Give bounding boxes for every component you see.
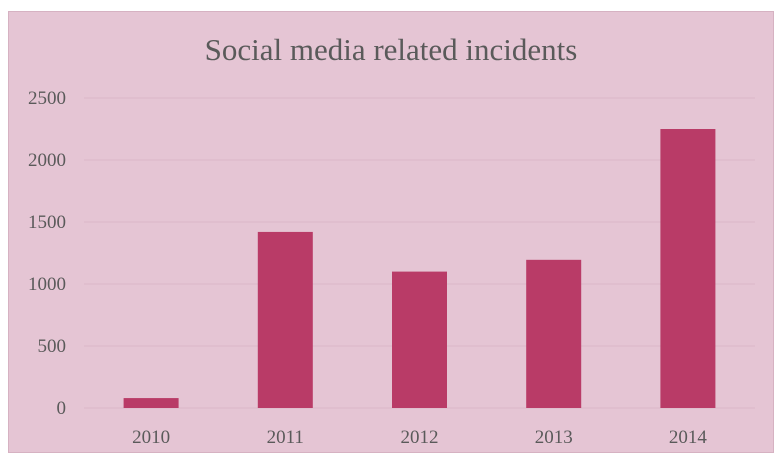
bars xyxy=(123,129,716,408)
x-tick-label: 2011 xyxy=(267,427,304,448)
y-tick-label: 0 xyxy=(57,398,67,419)
y-tick-label: 2500 xyxy=(28,88,66,109)
bar-2011 xyxy=(257,231,313,408)
chart-background xyxy=(8,11,774,453)
bar-2012 xyxy=(392,271,447,408)
y-tick-label: 2000 xyxy=(28,150,66,171)
chart-title: Social media related incidents xyxy=(204,32,578,67)
y-tick-label: 500 xyxy=(38,336,67,357)
bar-2010 xyxy=(123,398,179,408)
x-axis-ticks: 2010 2011 2012 2013 2014 xyxy=(132,427,707,448)
x-tick-label: 2014 xyxy=(669,427,708,448)
bar-2013 xyxy=(526,259,582,408)
y-tick-label: 1000 xyxy=(28,274,66,295)
x-tick-label: 2013 xyxy=(535,427,573,448)
bar-2014 xyxy=(660,129,716,408)
y-axis-ticks: 0 500 1000 1500 2000 2500 xyxy=(28,88,66,419)
x-tick-label: 2010 xyxy=(132,427,170,448)
x-tick-label: 2012 xyxy=(401,427,439,448)
y-tick-label: 1500 xyxy=(28,212,66,233)
